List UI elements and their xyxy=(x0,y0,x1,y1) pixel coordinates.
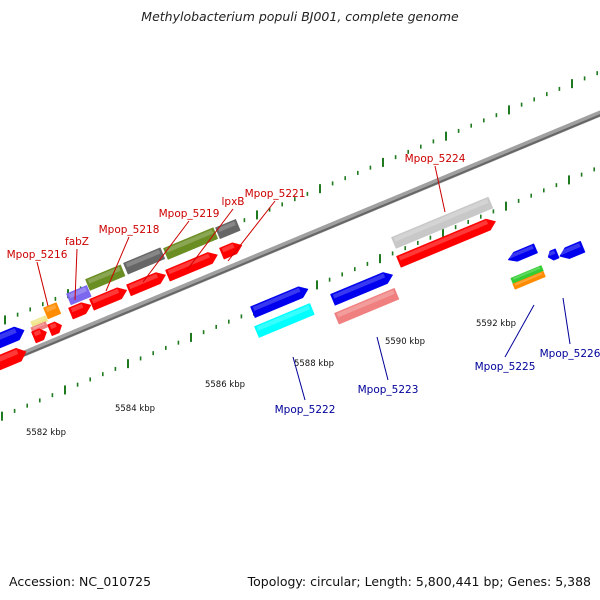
leader-line xyxy=(562,297,571,345)
gene-feature-light-grey xyxy=(391,196,494,249)
gene-feature-salmon xyxy=(334,287,400,325)
gene-feature-red-shade xyxy=(398,220,488,261)
gene-label: Mpop_5216 xyxy=(7,249,68,261)
gene-feature-grey xyxy=(215,218,241,240)
genome-backbone xyxy=(0,110,600,367)
accession-text: Accession: NC_010725 xyxy=(9,574,152,589)
gene-feature-blue xyxy=(559,240,586,259)
gene-feature-red xyxy=(165,252,218,282)
genome-summary-text: Topology: circular; Length: 5,800,441 bp… xyxy=(247,574,591,589)
gene-label: Mpop_5218 xyxy=(99,224,160,236)
gene-feature-salmon-shade xyxy=(336,290,395,318)
gene-feature-red-shade xyxy=(0,349,19,362)
leader-line xyxy=(74,248,78,301)
gene-feature-orange-shade xyxy=(45,304,57,313)
gene-feature-cyan xyxy=(254,303,315,338)
gene-feature-salmon-shade xyxy=(32,322,45,330)
backbone-line xyxy=(0,110,600,367)
gene-feature-purple-shade xyxy=(68,287,87,299)
gene-feature-blue-shade xyxy=(332,273,386,299)
gene-feature-red xyxy=(0,347,27,371)
gene-feature-olive-shade xyxy=(87,266,121,284)
gene-feature-red xyxy=(219,242,243,260)
gene-label: fabZ xyxy=(65,236,89,248)
backbone-shadow xyxy=(0,114,600,367)
gene-feature-red xyxy=(126,272,166,297)
gene-feature-yellow-shade xyxy=(32,316,45,324)
gene-feature-cyan-shade xyxy=(256,305,310,331)
leader-line xyxy=(227,200,276,262)
gene-feature-grey-shade xyxy=(125,249,161,268)
scale-label: 5584 kbp xyxy=(115,404,155,414)
gene-feature-green-shade xyxy=(512,266,541,280)
scale-label: 5592 kbp xyxy=(476,319,516,329)
gene-labels: Mpop_5216fabZMpop_5218Mpop_5219lpxBMpop_… xyxy=(7,153,600,416)
leader-line xyxy=(504,304,535,358)
gene-feature-red xyxy=(31,328,47,344)
gene-feature-blue-shade xyxy=(252,287,301,311)
gene-feature-red-shade xyxy=(167,253,210,275)
gene-feature-blue xyxy=(330,272,394,306)
leader-line xyxy=(142,220,190,283)
gene-feature-grey xyxy=(123,247,166,275)
gene-label: Mpop_5226 xyxy=(540,348,600,360)
gene-feature-grey-shade xyxy=(217,221,236,232)
gene-feature-red xyxy=(68,302,92,320)
label-leader-lines xyxy=(36,165,571,401)
gene-feature-blue-shade xyxy=(559,243,581,255)
gene-feature-red-shade xyxy=(49,322,57,329)
gene-features xyxy=(0,196,586,371)
gene-feature-blue-shade xyxy=(548,250,556,256)
gene-feature-blue xyxy=(250,286,309,319)
gene-feature-red-shade xyxy=(70,303,84,313)
gene-feature-red xyxy=(396,218,496,268)
scale-label: 5588 kbp xyxy=(294,359,334,369)
gene-feature-red xyxy=(89,287,128,311)
gene-label: Mpop_5223 xyxy=(358,384,419,396)
gene-label: Mpop_5219 xyxy=(159,208,220,220)
gene-feature-red xyxy=(47,321,63,337)
leader-line xyxy=(36,261,49,307)
gene-feature-blue xyxy=(547,248,560,261)
gene-feature-red-shade xyxy=(221,243,235,253)
gene-feature-olive-shade xyxy=(165,229,214,253)
gene-feature-purple xyxy=(66,285,92,306)
gene-feature-orange xyxy=(43,302,62,320)
scale-label: 5586 kbp xyxy=(205,380,245,390)
gene-feature-blue-shade xyxy=(0,328,17,340)
gene-label: Mpop_5222 xyxy=(275,404,336,416)
map-title: Methylobacterium populi BJ001, complete … xyxy=(141,9,459,24)
scale-labels: 5582 kbp 5584 kbp 5586 kbp 5588 kbp 5590 kbp… xyxy=(26,319,516,438)
gene-feature-blue xyxy=(507,243,539,262)
leader-line xyxy=(292,356,306,401)
gene-label: Mpop_5221 xyxy=(245,188,306,200)
gene-feature-orange-shade xyxy=(514,272,543,286)
gene-label: lpxB xyxy=(222,196,245,208)
scale-label: 5582 kbp xyxy=(26,428,66,438)
scale-label: 5590 kbp xyxy=(385,337,425,347)
gene-feature-orange xyxy=(512,270,546,290)
gene-feature-blue-shade xyxy=(508,245,534,259)
gene-label: Mpop_5224 xyxy=(405,153,466,165)
leader-line xyxy=(434,165,446,213)
gene-label: Mpop_5225 xyxy=(475,361,536,373)
leader-line xyxy=(105,236,130,292)
gene-feature-blue xyxy=(0,326,25,349)
gene-feature-red-shade xyxy=(91,288,120,304)
leader-line xyxy=(376,336,389,381)
leader-line xyxy=(186,208,234,271)
gene-feature-red-shade xyxy=(33,329,42,337)
gene-feature-light-grey-shade xyxy=(393,198,489,242)
gene-feature-olive xyxy=(85,264,126,291)
